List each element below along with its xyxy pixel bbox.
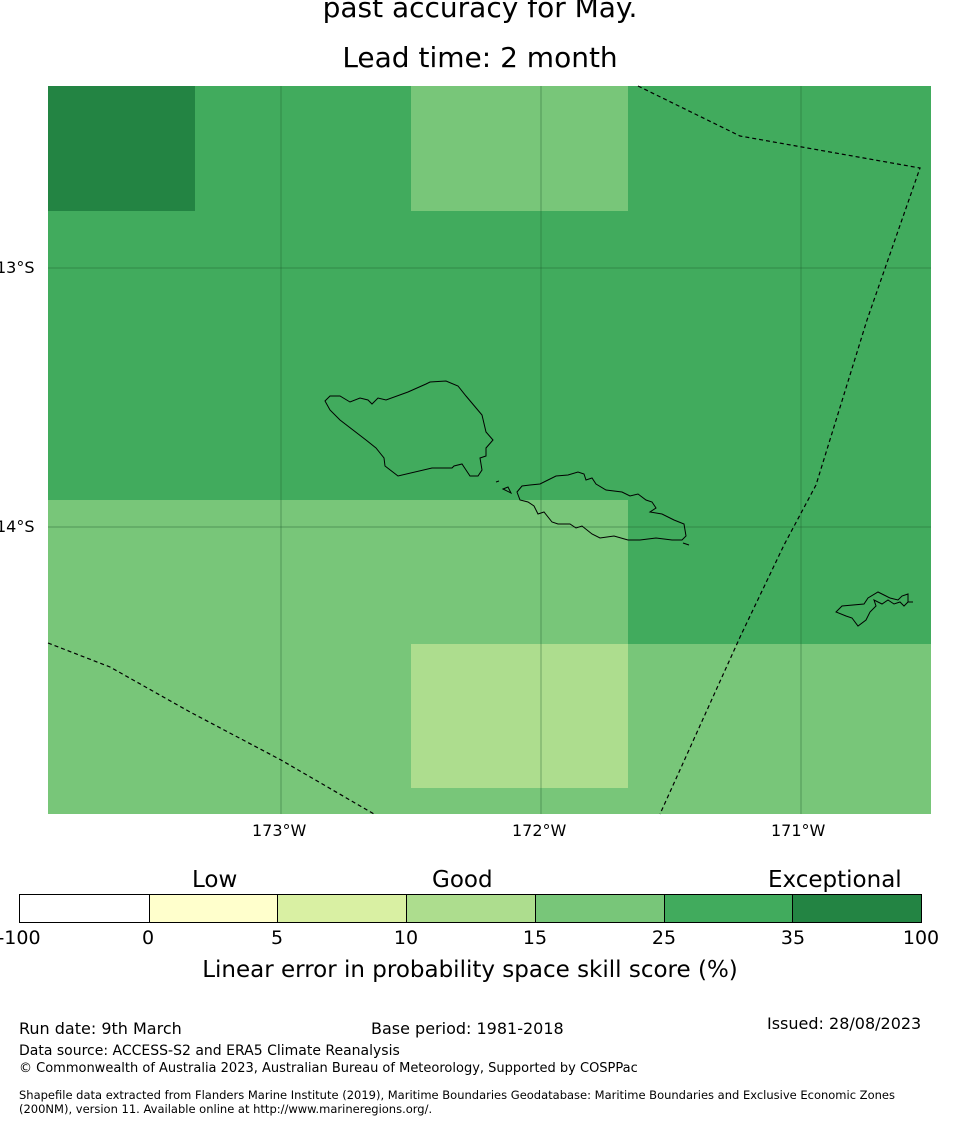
tutuila-island [835, 591, 909, 627]
colorbar-segment [20, 895, 149, 922]
map-title-line-1: past accuracy for May. [322, 0, 638, 24]
colorbar-segment [406, 895, 535, 922]
grid-cell [628, 644, 931, 814]
colorbar-label: Linear error in probability space skill … [202, 957, 738, 983]
legend-category-good: Good [432, 867, 493, 893]
data-source: Data source: ACCESS-S2 and ERA5 Climate … [19, 1043, 400, 1059]
lon-label-171w: 171°W [771, 821, 826, 840]
issued-date: Issued: 28/08/2023 [767, 1014, 922, 1033]
islet [682, 542, 690, 546]
legend-category-low: Low [192, 867, 238, 893]
shapefile-credit-line-2: (200NM), version 11. Available online at… [19, 1102, 433, 1116]
shapefile-credit-line-1: Shapefile data extracted from Flanders M… [19, 1088, 895, 1102]
grid-cell [628, 500, 931, 644]
grid-cell [411, 644, 628, 788]
copyright-notice: © Commonwealth of Australia 2023, Austra… [19, 1061, 638, 1076]
upolu-island [516, 471, 687, 541]
lon-label-172w: 172°W [512, 821, 567, 840]
colorbar-tick: 15 [522, 927, 548, 949]
colorbar-segment [277, 895, 407, 922]
legend-category-exceptional: Exceptional [768, 867, 902, 893]
eez-boundary [47, 85, 921, 815]
colorbar-tick: 10 [393, 927, 419, 949]
colorbar-tick: 0 [141, 927, 155, 949]
run-date: Run date: 9th March [19, 1019, 182, 1038]
grid-cell [48, 86, 195, 211]
colorbar-tick: 35 [780, 927, 806, 949]
colorbar-segment [148, 895, 278, 922]
skill-map [47, 85, 931, 815]
skill-grid [48, 86, 931, 814]
colorbar-segment [663, 895, 793, 922]
base-period: Base period: 1981-2018 [371, 1019, 564, 1038]
island-outlines [324, 380, 913, 627]
grid-cell [411, 86, 628, 211]
lat-label-13s: 13°S [0, 258, 35, 277]
colorbar-tick: 25 [651, 927, 677, 949]
lat-label-14s: 14°S [0, 517, 35, 536]
skill-colorbar [19, 894, 922, 923]
colorbar-segment [534, 895, 664, 922]
graticule [48, 86, 931, 814]
colorbar-tick: 5 [270, 927, 284, 949]
colorbar-tick: -100 [0, 927, 41, 949]
map-title-line-2: Lead time: 2 month [342, 41, 618, 74]
lon-label-173w: 173°W [252, 821, 307, 840]
colorbar-segment [792, 895, 921, 922]
islet [501, 486, 513, 495]
colorbar-tick: 100 [902, 927, 940, 949]
eez-boundary-southwest [47, 642, 375, 815]
savaii-island [324, 380, 494, 477]
islet [495, 480, 500, 483]
